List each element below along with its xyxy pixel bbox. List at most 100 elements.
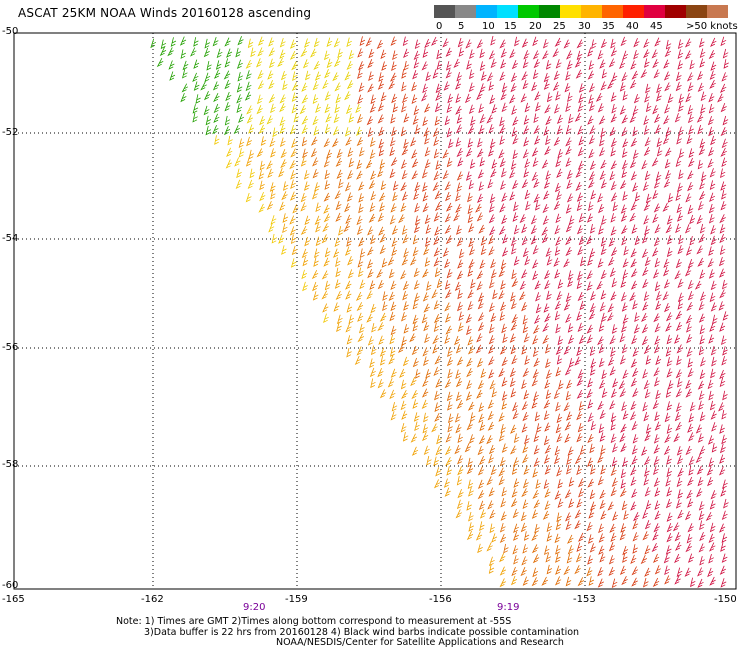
wind-barb: [379, 233, 386, 243]
wind-barb: [323, 158, 330, 168]
wind-barb: [677, 489, 683, 499]
wind-barb: [568, 215, 575, 226]
wind-barb: [257, 94, 263, 105]
wind-barb: [522, 79, 529, 90]
wind-barb: [387, 256, 395, 266]
wind-barb: [707, 258, 714, 268]
wind-barb: [663, 258, 670, 269]
wind-barb: [599, 432, 606, 442]
wind-barb: [718, 523, 726, 533]
wind-barb: [664, 434, 671, 444]
wind-barb: [336, 148, 343, 159]
wind-barb: [588, 149, 595, 159]
wind-barb: [577, 125, 584, 135]
wind-barb: [630, 358, 637, 368]
wind-barb: [387, 378, 395, 388]
wind-barb: [468, 487, 474, 497]
wind-barb: [236, 94, 243, 104]
wind-barb: [556, 355, 563, 365]
wind-barb: [281, 245, 287, 255]
wind-barb: [160, 39, 167, 50]
wind-barb: [667, 193, 674, 203]
wind-barb: [643, 49, 650, 59]
wind-barb: [642, 509, 649, 520]
wind-barb: [543, 435, 550, 446]
wind-barb: [622, 553, 628, 563]
wind-barb: [344, 91, 351, 101]
wind-barb: [643, 411, 650, 422]
wind-barb: [355, 126, 362, 137]
wind-barb: [270, 215, 277, 225]
wind-barb: [576, 39, 584, 49]
wind-barb: [442, 38, 449, 48]
wind-barb: [268, 37, 275, 47]
wind-barb: [244, 91, 252, 101]
wind-barb: [653, 523, 660, 533]
wind-barb: [554, 104, 560, 114]
wind-barb: [421, 388, 429, 398]
wind-barb: [424, 134, 430, 145]
wind-barb: [645, 193, 652, 204]
wind-barb: [719, 214, 726, 224]
wind-barb: [456, 270, 464, 280]
wind-barb: [499, 71, 506, 82]
wind-barb: [664, 412, 671, 423]
wind-barb: [578, 136, 585, 146]
wind-barb: [488, 356, 495, 366]
wind-barb: [315, 236, 322, 247]
wind-barb: [490, 58, 497, 69]
wind-barb: [425, 224, 432, 235]
wind-barb: [532, 157, 539, 167]
wind-barb: [699, 269, 706, 280]
wind-barb: [567, 323, 574, 333]
wind-barb: [521, 556, 528, 566]
wind-barb: [720, 335, 727, 346]
wind-barb: [487, 421, 495, 431]
wind-barb: [501, 356, 508, 367]
wind-barb: [675, 81, 682, 92]
wind-barb: [556, 467, 563, 477]
wind-barb: [621, 236, 628, 246]
wind-barb: [323, 138, 330, 148]
wind-barb: [719, 565, 726, 575]
wind-barb: [665, 498, 672, 509]
wind-barb: [609, 127, 616, 137]
wind-barb: [479, 509, 486, 519]
wind-barb: [686, 533, 693, 544]
wind-barb: [488, 369, 495, 379]
wind-barb: [587, 378, 593, 388]
wind-barb: [555, 553, 561, 563]
wind-barb: [491, 388, 498, 398]
wind-barb: [566, 411, 573, 421]
wind-barb: [389, 146, 396, 157]
wind-barb: [434, 202, 442, 212]
wind-barb: [676, 477, 683, 488]
wind-barb: [686, 134, 693, 145]
wind-barb: [499, 553, 506, 563]
wind-barb: [644, 256, 651, 267]
wind-barb: [699, 48, 706, 59]
wind-barb: [687, 82, 694, 92]
wind-barb: [358, 267, 364, 278]
wind-barb: [256, 58, 263, 68]
wind-barb: [577, 102, 584, 112]
wind-barb: [499, 345, 507, 355]
wind-barb: [630, 501, 637, 511]
wind-barb: [377, 212, 384, 223]
wind-barb: [543, 303, 550, 313]
wind-barb: [511, 488, 518, 498]
wind-barb: [719, 245, 726, 256]
wind-barb: [696, 488, 703, 498]
wind-barb: [392, 103, 399, 113]
wind-barb: [380, 92, 387, 102]
wind-barb: [224, 101, 231, 112]
wind-barb: [277, 58, 284, 68]
wind-barb: [434, 412, 441, 422]
wind-barb: [719, 454, 726, 464]
wind-barb: [633, 93, 640, 104]
wind-barb: [258, 124, 266, 134]
wind-barb: [268, 58, 275, 69]
wind-barb: [435, 160, 441, 170]
wind-barb: [612, 511, 619, 521]
wind-barb: [590, 224, 596, 234]
